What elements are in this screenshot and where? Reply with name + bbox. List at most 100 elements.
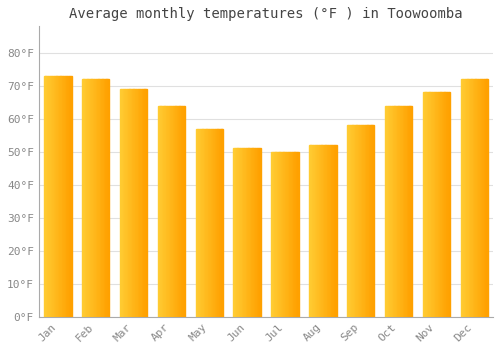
- Bar: [248, 148, 250, 317]
- Bar: [214, 128, 216, 317]
- Bar: [397, 105, 398, 317]
- Bar: [402, 105, 404, 317]
- Bar: [484, 79, 485, 317]
- Bar: [166, 105, 168, 317]
- Bar: [401, 105, 402, 317]
- Bar: [430, 92, 431, 317]
- Bar: [108, 79, 110, 317]
- Bar: [280, 152, 281, 317]
- Bar: [431, 92, 432, 317]
- Bar: [178, 105, 180, 317]
- Bar: [94, 79, 96, 317]
- Bar: [220, 128, 222, 317]
- Bar: [327, 145, 328, 317]
- Bar: [168, 105, 170, 317]
- Bar: [124, 89, 126, 317]
- Title: Average monthly temperatures (°F ) in Toowoomba: Average monthly temperatures (°F ) in To…: [69, 7, 462, 21]
- Bar: [297, 152, 298, 317]
- Bar: [410, 105, 411, 317]
- Bar: [348, 125, 350, 317]
- Bar: [281, 152, 282, 317]
- Bar: [89, 79, 90, 317]
- Bar: [181, 105, 182, 317]
- Bar: [368, 125, 369, 317]
- Bar: [446, 92, 448, 317]
- Bar: [468, 79, 470, 317]
- Bar: [310, 145, 312, 317]
- Bar: [47, 76, 48, 317]
- Bar: [435, 92, 436, 317]
- Bar: [286, 152, 288, 317]
- Bar: [90, 79, 92, 317]
- Bar: [313, 145, 314, 317]
- Bar: [482, 79, 484, 317]
- Bar: [255, 148, 256, 317]
- Bar: [442, 92, 444, 317]
- Bar: [410, 105, 412, 317]
- Bar: [360, 125, 362, 317]
- Bar: [102, 79, 104, 317]
- Bar: [60, 76, 62, 317]
- Bar: [222, 128, 223, 317]
- Bar: [355, 125, 356, 317]
- Bar: [162, 105, 164, 317]
- Bar: [332, 145, 334, 317]
- Bar: [121, 89, 122, 317]
- Bar: [68, 76, 69, 317]
- Bar: [213, 128, 215, 317]
- Bar: [132, 89, 134, 317]
- Bar: [314, 145, 316, 317]
- Bar: [197, 128, 198, 317]
- Bar: [167, 105, 169, 317]
- Bar: [86, 79, 88, 317]
- Bar: [406, 105, 408, 317]
- Bar: [359, 125, 361, 317]
- Bar: [364, 125, 366, 317]
- Bar: [472, 79, 473, 317]
- Bar: [63, 76, 64, 317]
- Bar: [92, 79, 93, 317]
- Bar: [293, 152, 294, 317]
- Bar: [236, 148, 238, 317]
- Bar: [158, 105, 159, 317]
- Bar: [251, 148, 252, 317]
- Bar: [289, 152, 290, 317]
- Bar: [473, 79, 474, 317]
- Bar: [184, 105, 185, 317]
- Bar: [210, 128, 212, 317]
- Bar: [105, 79, 106, 317]
- Bar: [242, 148, 243, 317]
- Bar: [142, 89, 143, 317]
- Bar: [440, 92, 442, 317]
- Bar: [351, 125, 352, 317]
- Bar: [172, 105, 173, 317]
- Bar: [159, 105, 160, 317]
- Bar: [282, 152, 284, 317]
- Bar: [292, 152, 293, 317]
- Bar: [468, 79, 469, 317]
- Bar: [50, 76, 51, 317]
- Bar: [350, 125, 351, 317]
- Bar: [122, 89, 124, 317]
- Bar: [436, 92, 438, 317]
- Bar: [218, 128, 219, 317]
- Bar: [388, 105, 389, 317]
- Bar: [439, 92, 440, 317]
- Bar: [88, 79, 89, 317]
- Bar: [62, 76, 64, 317]
- Bar: [296, 152, 298, 317]
- Bar: [126, 89, 127, 317]
- Bar: [316, 145, 318, 317]
- Bar: [139, 89, 140, 317]
- Bar: [331, 145, 332, 317]
- Bar: [256, 148, 258, 317]
- Bar: [246, 148, 247, 317]
- Bar: [176, 105, 178, 317]
- Bar: [448, 92, 450, 317]
- Bar: [174, 105, 176, 317]
- Bar: [324, 145, 326, 317]
- Bar: [172, 105, 174, 317]
- Bar: [426, 92, 428, 317]
- Bar: [389, 105, 390, 317]
- Bar: [96, 79, 97, 317]
